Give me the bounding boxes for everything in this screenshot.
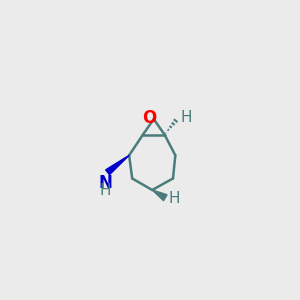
Text: O: O — [142, 109, 156, 127]
Polygon shape — [106, 155, 129, 175]
Text: H: H — [181, 110, 192, 125]
Polygon shape — [152, 190, 167, 201]
Text: N: N — [98, 174, 112, 192]
Text: H: H — [100, 183, 111, 198]
Text: H: H — [168, 191, 180, 206]
